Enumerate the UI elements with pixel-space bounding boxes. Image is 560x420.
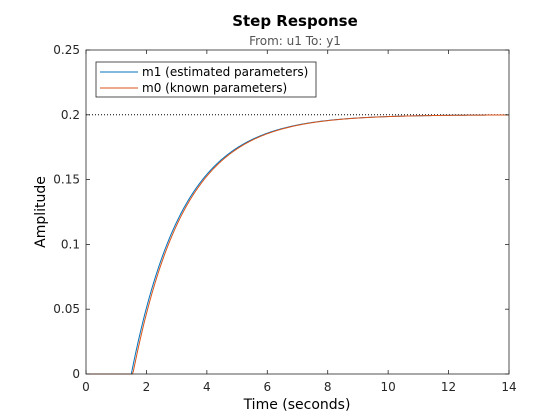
- y-tick-label: 0.2: [61, 108, 80, 122]
- series-layer: [86, 114, 509, 375]
- legend-label-m1: m1 (estimated parameters): [142, 65, 308, 79]
- x-tick-label: 12: [441, 380, 456, 394]
- y-tick-label: 0.05: [53, 302, 80, 316]
- x-tick-label: 0: [82, 380, 90, 394]
- x-axis-label: Time (seconds): [243, 397, 351, 413]
- plot-area: [86, 50, 509, 374]
- legend: m1 (estimated parameters) m0 (known para…: [95, 61, 317, 98]
- y-tick-label: 0.1: [61, 237, 80, 251]
- chart-title: Step Response: [232, 12, 358, 30]
- y-tick-label: 0.15: [53, 173, 80, 187]
- y-tick-label: 0: [72, 367, 80, 381]
- y-tick-label: 0.25: [53, 43, 80, 57]
- y-axis-label: Amplitude: [33, 176, 49, 248]
- x-tick-label: 14: [501, 380, 516, 394]
- chart-subtitle: From: u1 To: y1: [249, 34, 341, 48]
- x-tick-label: 8: [324, 380, 332, 394]
- legend-label-m0: m0 (known parameters): [142, 81, 287, 95]
- tick-layer: 0 2 4 6 8 10 12 14 0 0.05 0.1 0.15 0.2 0.25: [53, 43, 516, 394]
- x-tick-label: 10: [381, 380, 396, 394]
- legend-box: [95, 61, 317, 98]
- plot-frame: [85, 49, 510, 375]
- x-tick-label: 4: [203, 380, 211, 394]
- series-line-m0: [86, 114, 509, 375]
- x-tick-label: 2: [143, 380, 151, 394]
- x-tick-label: 6: [263, 380, 271, 394]
